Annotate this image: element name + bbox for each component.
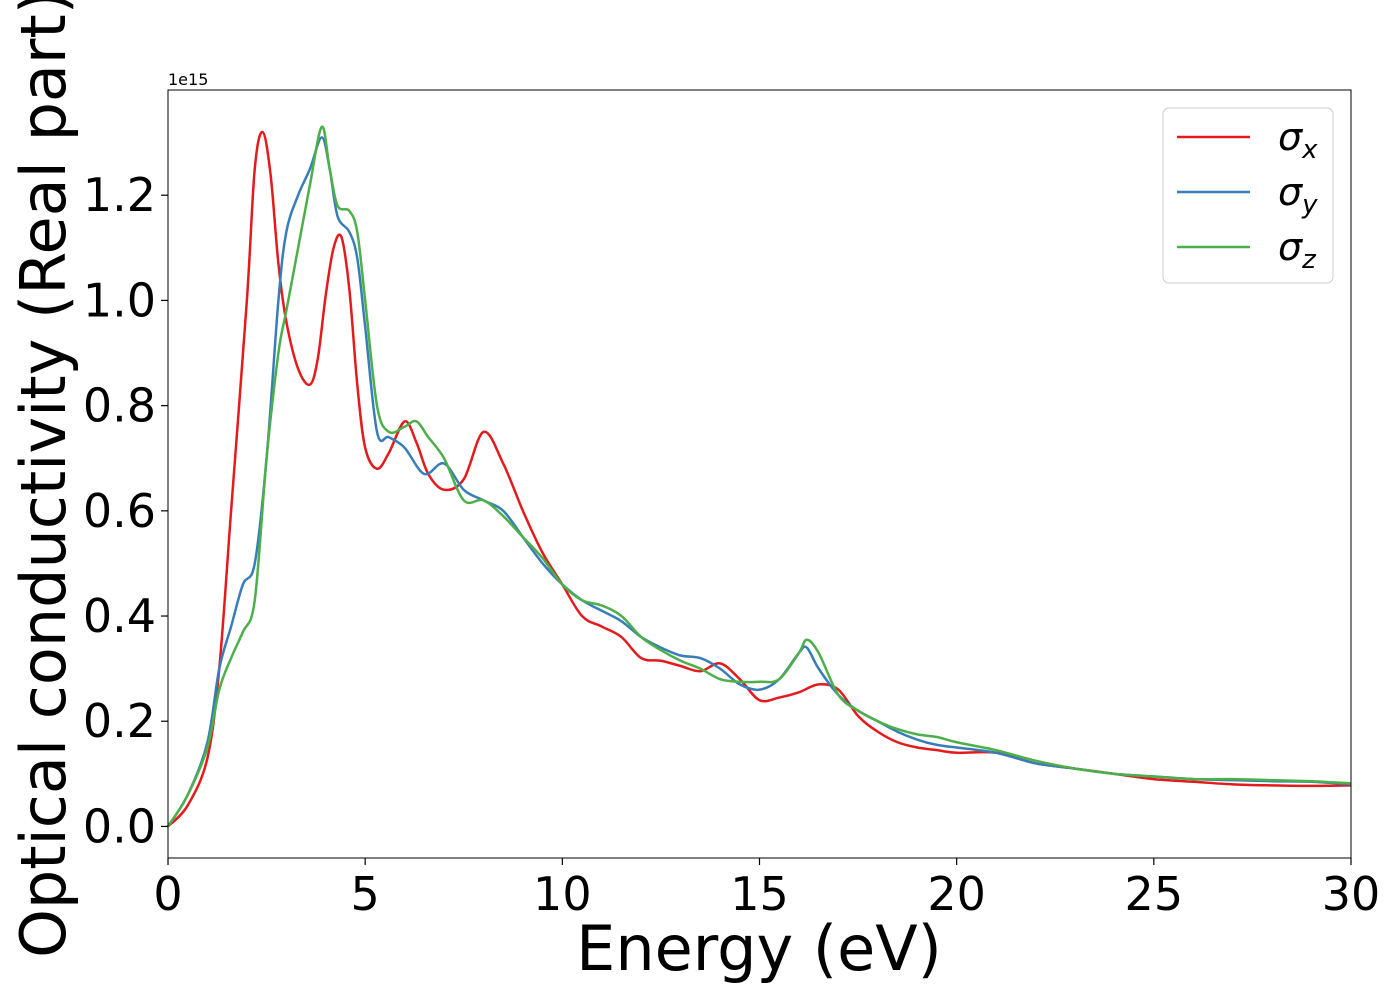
legend-box: [1162, 107, 1334, 284]
x-tick-label: 15: [730, 867, 789, 921]
legend-label-x: σx: [1278, 115, 1318, 165]
legend-label-z: σz: [1278, 225, 1317, 275]
series-layer: [166, 125, 1352, 828]
x-tick-label: 20: [927, 867, 986, 921]
x-axis-label: Energy (eV): [576, 912, 942, 985]
y-tick-label: 1.2: [83, 168, 156, 222]
x-tick-label: 25: [1125, 867, 1184, 921]
y-tick-label: 0.4: [83, 589, 156, 643]
legend-label-y: σy: [1278, 170, 1318, 220]
plot-background: [168, 90, 1351, 858]
y-tick-label: 0.6: [83, 484, 156, 538]
y-tick-label: 0.8: [83, 379, 156, 433]
y-axis-label: Optical conductivity (Real part): [7, 0, 80, 958]
x-tick-label: 5: [351, 867, 380, 921]
x-tick-label: 0: [153, 867, 182, 921]
ticks-layer: 0 5 10 15 20 25 30 0.0 0.2 0.4 0.6 0.8 1.0 1.2: [83, 168, 1380, 921]
series-line-x: [167, 130, 1352, 828]
y-tick-label: 0.0: [83, 799, 156, 853]
y-tick-label: 1.0: [83, 273, 156, 327]
plot-frame: [167, 89, 1352, 859]
x-tick-label: 30: [1322, 867, 1381, 921]
x-tick-label: 10: [533, 867, 592, 921]
y-tick-label: 0.2: [83, 694, 156, 748]
y-offset-text: 1e15: [168, 70, 208, 89]
series-line-z: [166, 125, 1352, 828]
